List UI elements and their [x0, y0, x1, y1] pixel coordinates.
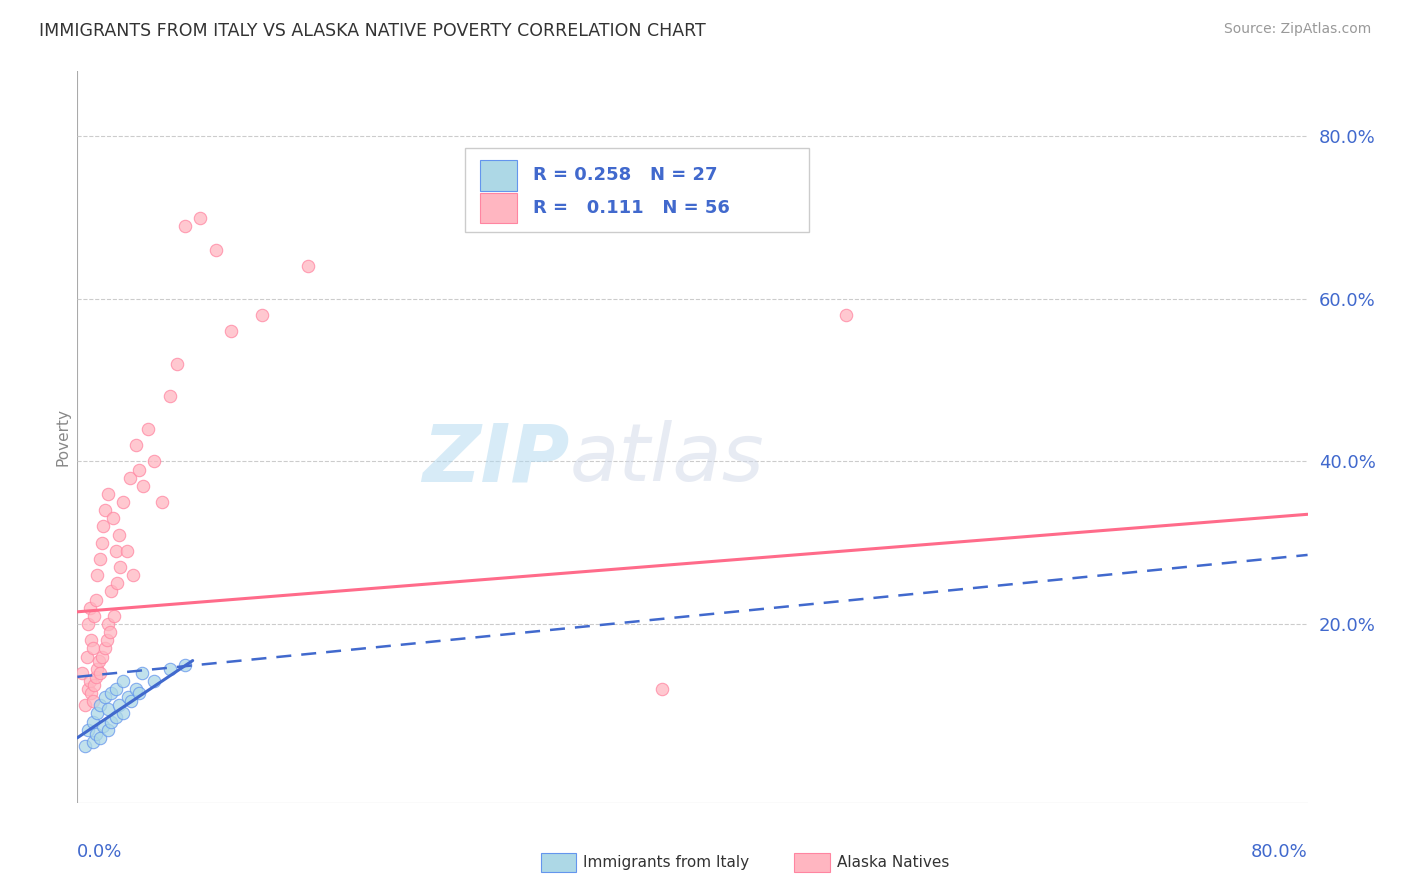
- Point: [79, 600, 101, 615]
- Point: [100, 686, 122, 700]
- Point: [159, 662, 181, 676]
- Point: [115, 544, 138, 558]
- Point: [82, 735, 104, 749]
- Point: [174, 219, 197, 233]
- Point: [86, 706, 108, 721]
- Point: [100, 714, 122, 729]
- Text: Immigrants from Italy: Immigrants from Italy: [583, 855, 749, 870]
- Point: [100, 584, 122, 599]
- Point: [97, 723, 120, 737]
- Point: [90, 535, 114, 549]
- Point: [204, 243, 226, 257]
- Point: [103, 608, 125, 623]
- Point: [128, 462, 150, 476]
- Point: [83, 608, 105, 623]
- Point: [82, 714, 104, 729]
- Point: [117, 690, 139, 705]
- Point: [104, 681, 127, 696]
- Point: [89, 552, 111, 566]
- Point: [94, 503, 117, 517]
- Point: [112, 673, 135, 688]
- FancyBboxPatch shape: [479, 193, 516, 224]
- Point: [82, 641, 104, 656]
- Point: [73, 698, 96, 713]
- Text: 80.0%: 80.0%: [1251, 843, 1308, 861]
- Point: [79, 673, 101, 688]
- Text: IMMIGRANTS FROM ITALY VS ALASKA NATIVE POVERTY CORRELATION CHART: IMMIGRANTS FROM ITALY VS ALASKA NATIVE P…: [39, 22, 706, 40]
- Text: R =   0.111   N = 56: R = 0.111 N = 56: [533, 199, 730, 217]
- Point: [94, 641, 117, 656]
- Point: [297, 260, 319, 274]
- Point: [132, 479, 155, 493]
- Point: [84, 727, 107, 741]
- Point: [101, 511, 124, 525]
- Point: [93, 718, 115, 732]
- Point: [188, 211, 212, 225]
- Point: [136, 422, 159, 436]
- Point: [121, 568, 143, 582]
- Point: [105, 576, 128, 591]
- Text: Alaska Natives: Alaska Natives: [837, 855, 949, 870]
- Point: [97, 617, 120, 632]
- Point: [118, 471, 141, 485]
- Point: [112, 495, 135, 509]
- Text: ZIP: ZIP: [422, 420, 569, 498]
- Point: [108, 698, 131, 713]
- Point: [70, 665, 93, 680]
- Point: [90, 649, 114, 664]
- Point: [250, 308, 273, 322]
- Point: [80, 686, 103, 700]
- Point: [98, 625, 121, 640]
- Point: [73, 739, 96, 753]
- Point: [84, 670, 107, 684]
- Point: [125, 438, 148, 452]
- Point: [86, 662, 108, 676]
- Point: [108, 527, 131, 541]
- Point: [143, 454, 166, 468]
- Point: [87, 654, 110, 668]
- Point: [125, 681, 148, 696]
- Point: [76, 649, 98, 664]
- Point: [104, 710, 127, 724]
- Point: [651, 681, 673, 696]
- Point: [93, 519, 115, 533]
- Point: [94, 690, 117, 705]
- Point: [86, 568, 108, 582]
- Point: [83, 678, 105, 692]
- Point: [120, 694, 142, 708]
- Point: [89, 731, 111, 745]
- FancyBboxPatch shape: [479, 160, 516, 191]
- Point: [97, 487, 120, 501]
- Point: [77, 617, 100, 632]
- Y-axis label: Poverty: Poverty: [55, 408, 70, 467]
- Point: [97, 702, 120, 716]
- Point: [80, 633, 103, 648]
- Point: [82, 694, 104, 708]
- Point: [131, 665, 153, 680]
- Point: [77, 723, 100, 737]
- Point: [219, 325, 242, 339]
- Text: atlas: atlas: [569, 420, 765, 498]
- Point: [89, 698, 111, 713]
- Point: [96, 633, 118, 648]
- Point: [835, 308, 858, 322]
- Point: [150, 495, 173, 509]
- Point: [84, 592, 107, 607]
- Point: [77, 681, 100, 696]
- Point: [89, 665, 111, 680]
- Text: 0.0%: 0.0%: [77, 843, 122, 861]
- Point: [166, 357, 188, 371]
- Point: [159, 389, 181, 403]
- Point: [110, 560, 132, 574]
- Point: [174, 657, 197, 672]
- FancyBboxPatch shape: [465, 148, 810, 232]
- Point: [128, 686, 150, 700]
- Text: Source: ZipAtlas.com: Source: ZipAtlas.com: [1223, 22, 1371, 37]
- Point: [143, 673, 166, 688]
- Text: R = 0.258   N = 27: R = 0.258 N = 27: [533, 166, 717, 185]
- Point: [104, 544, 127, 558]
- Point: [112, 706, 135, 721]
